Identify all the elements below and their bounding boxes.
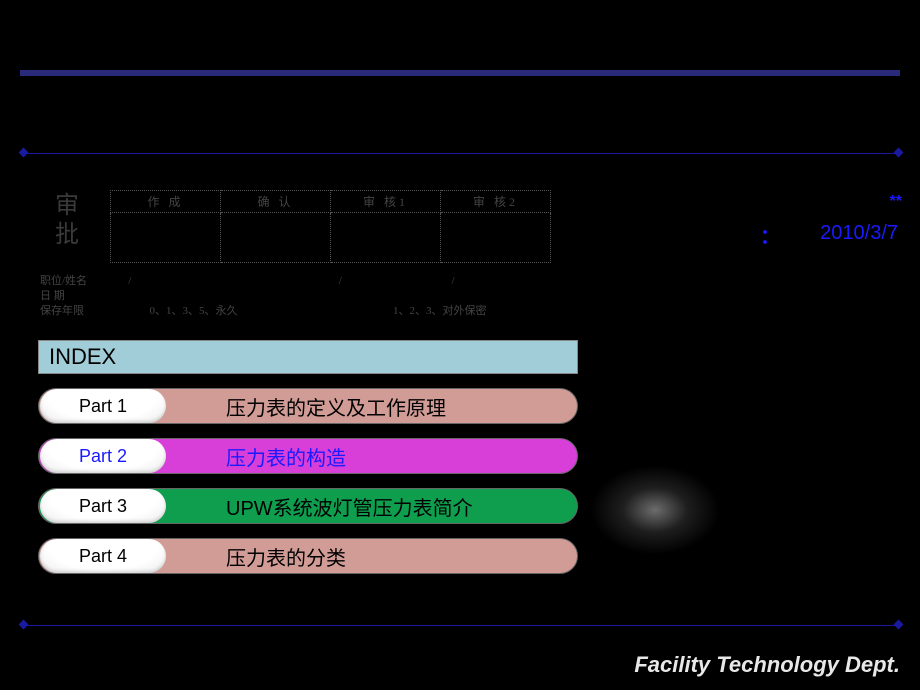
cell [331, 213, 441, 263]
top-divider [20, 70, 900, 76]
table-row [111, 213, 551, 263]
part-pill: Part 3 [40, 489, 166, 523]
meta-label: 日 期 [40, 290, 65, 302]
approval-side-label: 审批 [55, 192, 79, 250]
cell [441, 213, 551, 263]
part-pill: Part 4 [40, 539, 166, 573]
index-title: INDEX [49, 344, 116, 370]
table-row: 作 成 确 认 审 核1 审 核2 [111, 191, 551, 213]
diamond-icon [19, 620, 29, 630]
col-header: 审 核1 [331, 191, 441, 213]
part-row-4[interactable]: Part 4 压力表的分类 [38, 538, 578, 574]
part-pill: Part 1 [40, 389, 166, 423]
meta-row: 日 期 [40, 287, 65, 303]
meta-label: 保存年限 [40, 305, 84, 317]
meta-value: / [285, 275, 395, 287]
diamond-icon [894, 148, 904, 158]
meta-value: 0、1、3、5、永久 [150, 305, 238, 317]
part-row-2[interactable]: Part 2 压力表的构造 [38, 438, 578, 474]
diamond-icon [19, 148, 29, 158]
part-row-1[interactable]: Part 1 压力表的定义及工作原理 [38, 388, 578, 424]
part-label: Part 4 [79, 546, 127, 567]
cell [111, 213, 221, 263]
part-label: Part 2 [79, 446, 127, 467]
part-row-3[interactable]: Part 3 UPW系统波灯管压力表简介 [38, 488, 578, 524]
diamond-icon [894, 620, 904, 630]
approval-table: 作 成 确 认 审 核1 审 核2 [110, 190, 551, 263]
meta-value: / [90, 275, 170, 287]
meta-row: 职位/姓名 / / / [40, 272, 508, 288]
section-line-bottom [23, 625, 900, 626]
glow-effect [590, 465, 720, 555]
cell [221, 213, 331, 263]
part-label: Part 1 [79, 396, 127, 417]
col-header: 作 成 [111, 191, 221, 213]
section-line-top [23, 153, 900, 154]
col-header: 审 核2 [441, 191, 551, 213]
part-label: Part 3 [79, 496, 127, 517]
part-title: 压力表的分类 [226, 542, 346, 571]
colon-mark: ： [760, 220, 780, 249]
part-title: UPW系统波灯管压力表简介 [226, 492, 473, 521]
date-text: 2010/3/7 [820, 222, 898, 245]
part-title: 压力表的定义及工作原理 [226, 392, 446, 421]
part-pill: Part 2 [40, 439, 166, 473]
meta-value: 1、2、3、对外保密 [393, 305, 487, 317]
meta-value: / [398, 275, 508, 287]
part-title: 压力表的构造 [226, 442, 346, 471]
meta-row: 保存年限 0、1、3、5、永久 1、2、3、对外保密 [40, 302, 487, 318]
star-mark: ** [890, 193, 902, 211]
col-header: 确 认 [221, 191, 331, 213]
footer-text: Facility Technology Dept. [634, 652, 900, 678]
index-header: INDEX [38, 340, 578, 374]
meta-label: 职位/姓名 [40, 275, 87, 287]
